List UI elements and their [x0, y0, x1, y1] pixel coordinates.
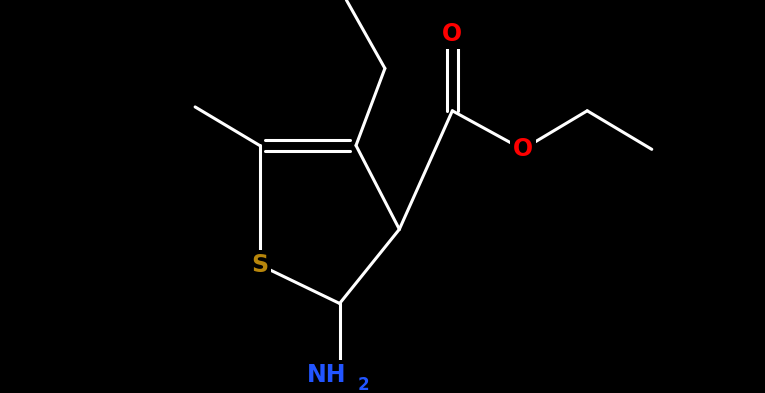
Text: O: O: [442, 22, 462, 46]
Text: O: O: [513, 137, 532, 161]
Text: NH: NH: [308, 363, 347, 387]
Text: 2: 2: [358, 376, 369, 393]
Text: S: S: [251, 253, 269, 277]
